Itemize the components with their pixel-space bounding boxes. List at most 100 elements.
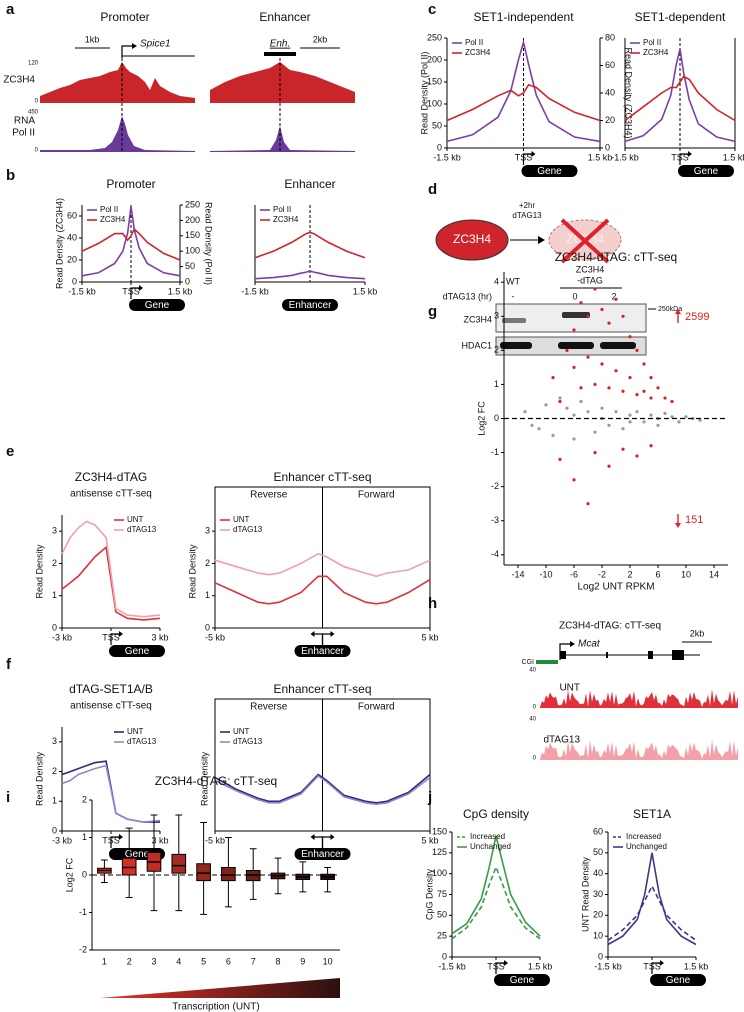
y-tick-label: 0 [494, 413, 499, 423]
x-tick-label: 6 [655, 569, 660, 579]
cross [560, 218, 610, 264]
panel-label: f [6, 656, 12, 673]
point [628, 335, 632, 339]
track-range: 40 [529, 717, 536, 723]
y-tick-label: 100 [427, 98, 442, 108]
y-tick-label: 100 [432, 868, 447, 878]
track-range: 0 [533, 756, 537, 762]
feature-label: Enhancer [301, 646, 344, 657]
protein-label: ZC3H4 [453, 232, 491, 246]
feature-label: Gene [666, 975, 691, 986]
arrow-head [675, 309, 681, 314]
x-tick-label: 10 [323, 956, 333, 966]
point [586, 355, 590, 359]
y-axis-label: Log2 FC [64, 857, 74, 892]
legend-label: ZC3H4 [100, 215, 126, 224]
panel-label: b [6, 167, 15, 184]
section-label: Reverse [250, 490, 288, 501]
panel-label: e [6, 443, 14, 460]
feature-arrow [110, 633, 119, 645]
y-tick-label: 20 [67, 254, 77, 264]
y-tick-label: 20 [593, 910, 603, 920]
y-tick-label: 2 [494, 345, 499, 355]
point [642, 362, 646, 366]
x-tick-label: 1 [102, 956, 107, 966]
y-tick-label: 250 [427, 32, 442, 42]
point [621, 314, 625, 318]
lane-header: ZC3H4 [576, 264, 605, 274]
signal-track [540, 739, 738, 760]
point [656, 423, 660, 427]
y-tick-label: 3 [52, 526, 57, 536]
point [572, 413, 576, 417]
y-tick-label: 0 [52, 825, 57, 835]
feature-arrow [314, 633, 324, 645]
y2-tick-label: 0 [185, 276, 190, 286]
gene-name: Mcat [578, 639, 601, 650]
x-tick-label: -2 [598, 569, 606, 579]
y2-tick-label: 40 [605, 87, 615, 97]
signal-track [210, 126, 355, 152]
x-tick-label: 14 [709, 569, 719, 579]
x-tick-label: -1.5 kb [611, 152, 639, 162]
feature-box [129, 299, 185, 311]
feature-box [294, 848, 351, 860]
enhancer-bar [264, 52, 296, 56]
chart-title: Promoter [106, 177, 155, 191]
track-range: 0 [35, 99, 39, 105]
x-tick-label: 9 [300, 956, 305, 966]
series-line [624, 48, 736, 143]
legend-label: Pol II [100, 205, 118, 214]
series-line [254, 231, 366, 259]
x-tick-label: 5 kb [421, 835, 438, 845]
y-tick-label: 3 [494, 311, 499, 321]
y-tick-label: 2 [82, 794, 87, 804]
band [562, 312, 590, 318]
point [572, 478, 576, 482]
band [502, 318, 526, 323]
band [500, 342, 532, 349]
track-title: ZC3H4-dTAG: cTT-seq [559, 621, 661, 632]
point [635, 348, 639, 352]
protein [435, 219, 509, 261]
point [649, 396, 653, 400]
track-label: UNT [559, 683, 580, 694]
y-tick-label: 0 [442, 951, 447, 961]
series-line [446, 39, 601, 143]
x-tick-label: -1.5 kb [438, 961, 466, 971]
x-tick-label: -1.5 kb [433, 152, 461, 162]
y-tick-label: 0 [598, 951, 603, 961]
y-axis-label: Read Density [34, 544, 44, 599]
arrow-head [688, 151, 692, 157]
y2-tick-label: 50 [185, 261, 195, 271]
legend-label: dTAG13 [127, 737, 157, 746]
feature-label: Gene [125, 849, 150, 860]
x-tick-label: -3 kb [52, 632, 72, 642]
track-label: RNA [14, 116, 35, 127]
point [698, 418, 702, 422]
legend-label: dTAG13 [127, 525, 157, 534]
y-tick-label: 1 [52, 796, 57, 806]
box [196, 863, 211, 882]
legend-label: Unchanged [626, 842, 667, 851]
blot-row: HDAC1 [461, 340, 492, 350]
point [572, 328, 576, 332]
y-tick-label: -2 [79, 944, 87, 954]
box [221, 867, 236, 882]
y-tick-label: 75 [437, 889, 447, 899]
x-tick-label: -1.5 kb [241, 286, 269, 296]
point [607, 386, 611, 390]
track-range: 40 [529, 668, 536, 674]
panel-a: Promoter Enhancer 1kb 2kb Spice1 Enh. ZC… [3, 10, 355, 154]
scale-label: 1kb [85, 34, 100, 44]
point [544, 403, 548, 407]
y-axis-label: Read Density (Pol II) [419, 51, 429, 134]
panel-label: d [428, 181, 437, 198]
arrow-head [531, 151, 536, 157]
feature-box [650, 974, 706, 986]
y-tick-label: 25 [437, 931, 447, 941]
track-label: dTAG13 [544, 735, 581, 746]
track-title: Enhancer [259, 10, 310, 24]
panel-label: i [6, 789, 10, 806]
arrow-head [119, 631, 123, 637]
